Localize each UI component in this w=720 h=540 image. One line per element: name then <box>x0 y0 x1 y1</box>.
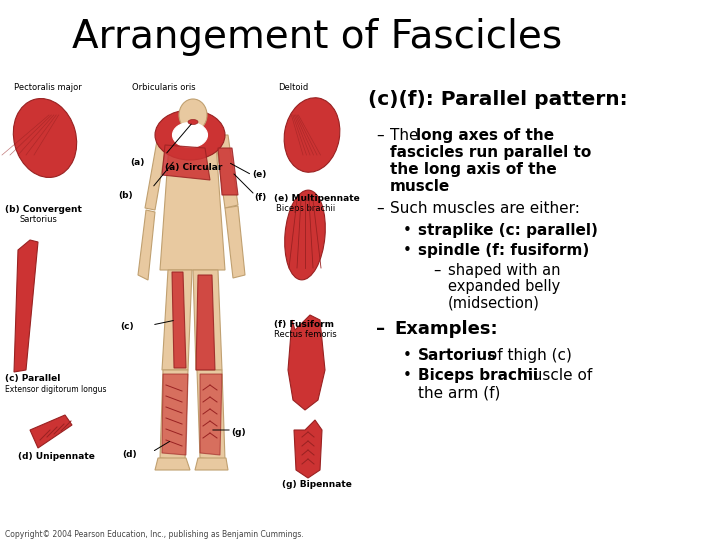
Polygon shape <box>162 374 188 455</box>
Text: (d): (d) <box>122 450 137 459</box>
Text: –: – <box>376 320 385 338</box>
Text: Rectus femoris: Rectus femoris <box>274 330 337 339</box>
Polygon shape <box>195 458 228 470</box>
Text: •: • <box>403 348 412 363</box>
Polygon shape <box>197 370 225 460</box>
Ellipse shape <box>284 190 325 280</box>
Polygon shape <box>162 270 192 370</box>
Text: Such muscles are either:: Such muscles are either: <box>390 201 580 216</box>
Polygon shape <box>162 145 210 180</box>
Polygon shape <box>14 240 38 372</box>
Ellipse shape <box>155 110 225 160</box>
Text: straplike (c: parallel): straplike (c: parallel) <box>418 223 598 238</box>
Text: long axes of the: long axes of the <box>416 128 554 143</box>
Polygon shape <box>160 130 225 270</box>
Ellipse shape <box>284 98 340 172</box>
Polygon shape <box>200 374 222 455</box>
Text: Deltoid: Deltoid <box>278 83 308 92</box>
Text: (c) Parallel: (c) Parallel <box>5 374 60 383</box>
Text: (a) Circular: (a) Circular <box>165 163 222 172</box>
Polygon shape <box>145 135 168 210</box>
Text: •: • <box>403 223 412 238</box>
Ellipse shape <box>13 98 77 178</box>
Polygon shape <box>215 135 238 208</box>
Text: muscle: muscle <box>390 179 450 194</box>
Text: Biceps brachii: Biceps brachii <box>418 368 538 383</box>
Ellipse shape <box>188 119 198 125</box>
Polygon shape <box>218 148 238 195</box>
Text: the long axis of the: the long axis of the <box>390 162 557 177</box>
Polygon shape <box>225 206 245 278</box>
Ellipse shape <box>173 123 207 147</box>
Text: (c)(f): Parallel pattern:: (c)(f): Parallel pattern: <box>368 90 628 109</box>
Polygon shape <box>155 458 190 470</box>
Text: (e): (e) <box>252 170 266 179</box>
Text: The: The <box>390 128 423 143</box>
Text: (g) Bipennate: (g) Bipennate <box>282 480 352 489</box>
Text: the arm (f): the arm (f) <box>418 385 500 400</box>
Text: expanded belly: expanded belly <box>448 279 560 294</box>
Text: Sartorius: Sartorius <box>20 215 58 224</box>
Text: –: – <box>376 201 384 216</box>
Text: (d) Unipennate: (d) Unipennate <box>18 452 95 461</box>
Polygon shape <box>172 272 186 368</box>
Ellipse shape <box>179 99 207 131</box>
Text: Examples:: Examples: <box>394 320 498 338</box>
Text: Copyright© 2004 Pearson Education, Inc., publishing as Benjamin Cummings.: Copyright© 2004 Pearson Education, Inc.,… <box>5 530 304 539</box>
Text: Orbicularis oris: Orbicularis oris <box>132 83 196 92</box>
Polygon shape <box>294 420 322 478</box>
Text: •: • <box>403 243 412 258</box>
Text: Sartorius: Sartorius <box>418 348 497 363</box>
Text: –: – <box>376 128 384 143</box>
Polygon shape <box>288 315 325 410</box>
Text: muscle of: muscle of <box>513 368 593 383</box>
Text: of thigh (c): of thigh (c) <box>483 348 572 363</box>
Polygon shape <box>193 270 222 370</box>
Text: (f): (f) <box>254 193 266 202</box>
Text: spindle (f: fusiform): spindle (f: fusiform) <box>418 243 589 258</box>
Text: (a): (a) <box>130 158 145 167</box>
Text: (e) Multipennate: (e) Multipennate <box>274 194 360 203</box>
Text: (f) Fusiform: (f) Fusiform <box>274 320 334 329</box>
Polygon shape <box>138 210 155 280</box>
Text: Extensor digitorum longus: Extensor digitorum longus <box>5 385 107 394</box>
Text: Pectoralis major: Pectoralis major <box>14 83 82 92</box>
Text: fascicles run parallel to: fascicles run parallel to <box>390 145 591 160</box>
Text: Biceps brachii: Biceps brachii <box>276 204 336 213</box>
Text: (b) Convergent: (b) Convergent <box>5 205 82 214</box>
Text: (c): (c) <box>120 322 134 331</box>
Text: (b): (b) <box>118 191 132 200</box>
Text: –: – <box>433 263 441 278</box>
Text: Arrangement of Fascicles: Arrangement of Fascicles <box>72 18 562 56</box>
Polygon shape <box>196 275 215 370</box>
Polygon shape <box>160 370 188 460</box>
Text: shaped with an: shaped with an <box>448 263 560 278</box>
Text: (midsection): (midsection) <box>448 295 540 310</box>
Polygon shape <box>30 415 72 448</box>
Text: •: • <box>403 368 412 383</box>
Text: (g): (g) <box>231 428 246 437</box>
